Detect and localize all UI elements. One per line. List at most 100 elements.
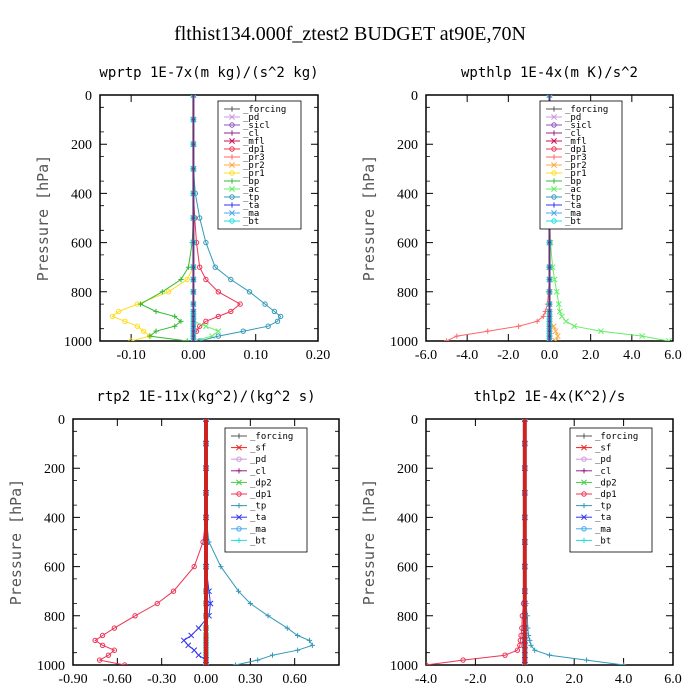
legend-marker-dp1 [236, 491, 242, 497]
legend-label-ac: _ac [243, 185, 259, 195]
data-point-pr1 [184, 276, 190, 283]
data-point-pr1 [122, 318, 128, 325]
legend: _forcing _sf_pd _cl_dp2 _dp1 _tp_ta _ma_bt [224, 427, 308, 553]
legend-label-cl: _cl [595, 467, 611, 477]
legend-marker-ac [229, 186, 235, 192]
figure-title: flthist134.000f_ztest2 BUDGET at90E,70N [174, 23, 526, 45]
legend-marker-ma [236, 526, 242, 532]
data-point-tp [196, 338, 203, 341]
legend-marker-forcing [581, 433, 587, 439]
data-point-tp [235, 588, 242, 594]
legend-label-ac: _ac [565, 185, 581, 195]
legend-label-dp2: _dp2 [250, 478, 272, 488]
data-point-dp1 [237, 301, 243, 307]
legend-marker-sicl [229, 122, 235, 128]
legend-marker-dp2 [581, 479, 587, 486]
y-tick-label: 600 [44, 561, 65, 576]
legend-marker-bt [229, 218, 235, 224]
data-point-dp1 [132, 613, 138, 619]
panel-title: rtp2 1E-11x(kg^2)/(kg^2 s) [96, 389, 315, 405]
legend-marker-dp1 [229, 146, 235, 152]
panels: wprtp 1E-7x(m kg)/(s^2 kg) Pressure [hPa]… [7, 65, 682, 687]
legend-marker-bt [581, 537, 587, 543]
data-point-dp1 [203, 276, 209, 283]
data-point-tp [265, 323, 271, 329]
data-point-tp [309, 642, 315, 648]
data-point-tp [277, 313, 284, 320]
x-tick-label: -0.30 [147, 672, 176, 687]
data-point-tp [262, 301, 268, 307]
data-point-dp1 [92, 637, 98, 644]
data-point-ta [188, 632, 195, 639]
legend-marker-pd [236, 456, 242, 462]
data-point-pr1 [115, 308, 122, 315]
data-point-tp [246, 289, 253, 295]
legend-marker-ta [236, 514, 242, 521]
data-point-dp1 [517, 642, 523, 649]
data-point-bp [178, 276, 184, 283]
data-point-dp1 [99, 632, 106, 639]
data-point-bp [172, 323, 178, 329]
legend-label-ta: _ta [595, 513, 611, 523]
panel-2: wpthlp 1E-4x(m K)/s^2 Pressure [hPa] 0 200 4… [360, 65, 682, 363]
legend-label-pd: _pd [250, 455, 266, 465]
data-point-bp [185, 264, 192, 270]
x-tick-label: 2.0 [582, 348, 600, 363]
y-tick-label: 200 [397, 462, 418, 477]
data-point-dp1 [191, 563, 197, 570]
data-point-ac [215, 328, 222, 335]
legend-marker-ta [551, 202, 557, 208]
data-point-tp [295, 647, 301, 653]
x-tick-label: -6.0 [415, 348, 437, 363]
data-point-dp1 [111, 647, 118, 653]
x-tick-label: 0.00 [181, 348, 206, 363]
legend-label-pr2: _pr2 [565, 161, 587, 171]
legend-label-tp: _tp [243, 193, 259, 203]
data-point-tp [527, 637, 533, 643]
legend-marker-cl [581, 468, 587, 474]
legend-label-ma: _ma [565, 209, 581, 219]
panel-title: thlp2 1E-4x(K^2)/s [474, 389, 626, 405]
data-point-dp1 [105, 652, 112, 658]
y-tick-label: 400 [397, 187, 418, 202]
legend-marker-forcing [236, 433, 242, 439]
legend-label-cl: _cl [243, 129, 259, 139]
plot-frame [425, 418, 674, 666]
legend-label-bp: _bp [243, 177, 259, 187]
data-point-tp [240, 328, 246, 334]
legend-label-ma: _ma [595, 525, 611, 535]
data-point-tp [228, 276, 234, 283]
legend-marker-forcing [551, 106, 557, 112]
data-point-pr2 [554, 333, 561, 340]
data-point-ac [558, 313, 565, 320]
data-point-tp [196, 215, 203, 221]
panel-title: wprtp 1E-7x(m kg)/(s^2 kg) [99, 65, 318, 81]
legend-marker-cl [229, 130, 235, 136]
legend-label-pr2: _pr2 [243, 161, 265, 171]
x-tick-label: 0.20 [306, 348, 331, 363]
legend-label-dp1: _dp1 [243, 145, 265, 155]
series-line-pr3 [446, 95, 550, 341]
legend-marker-forcing [229, 106, 235, 112]
legend-marker-dp2 [236, 479, 242, 486]
plot-frame [99, 94, 319, 342]
y-axis-label: Pressure [hPa] [360, 155, 378, 281]
series-group [109, 95, 284, 341]
data-point-tp [295, 632, 301, 639]
legend-label-pd: _pd [565, 113, 581, 123]
data-point-pr3 [454, 333, 460, 339]
data-point-bp [178, 318, 184, 324]
legend-label-ma: _ma [250, 525, 266, 535]
data-point-ac [639, 333, 646, 340]
data-point-tp [284, 625, 290, 631]
data-point-tp [546, 652, 553, 658]
legend-label-ta: _ta [250, 513, 266, 523]
legend-marker-pr1 [229, 170, 235, 176]
data-point-tp [269, 652, 276, 658]
legend-label-ta: _ta [243, 201, 259, 211]
series-group [92, 419, 315, 665]
y-axis-label: Pressure [hPa] [34, 155, 52, 281]
legend-marker-pr2 [229, 162, 235, 168]
x-tick-label: -0.60 [103, 672, 132, 687]
data-point-dp1 [99, 642, 106, 649]
